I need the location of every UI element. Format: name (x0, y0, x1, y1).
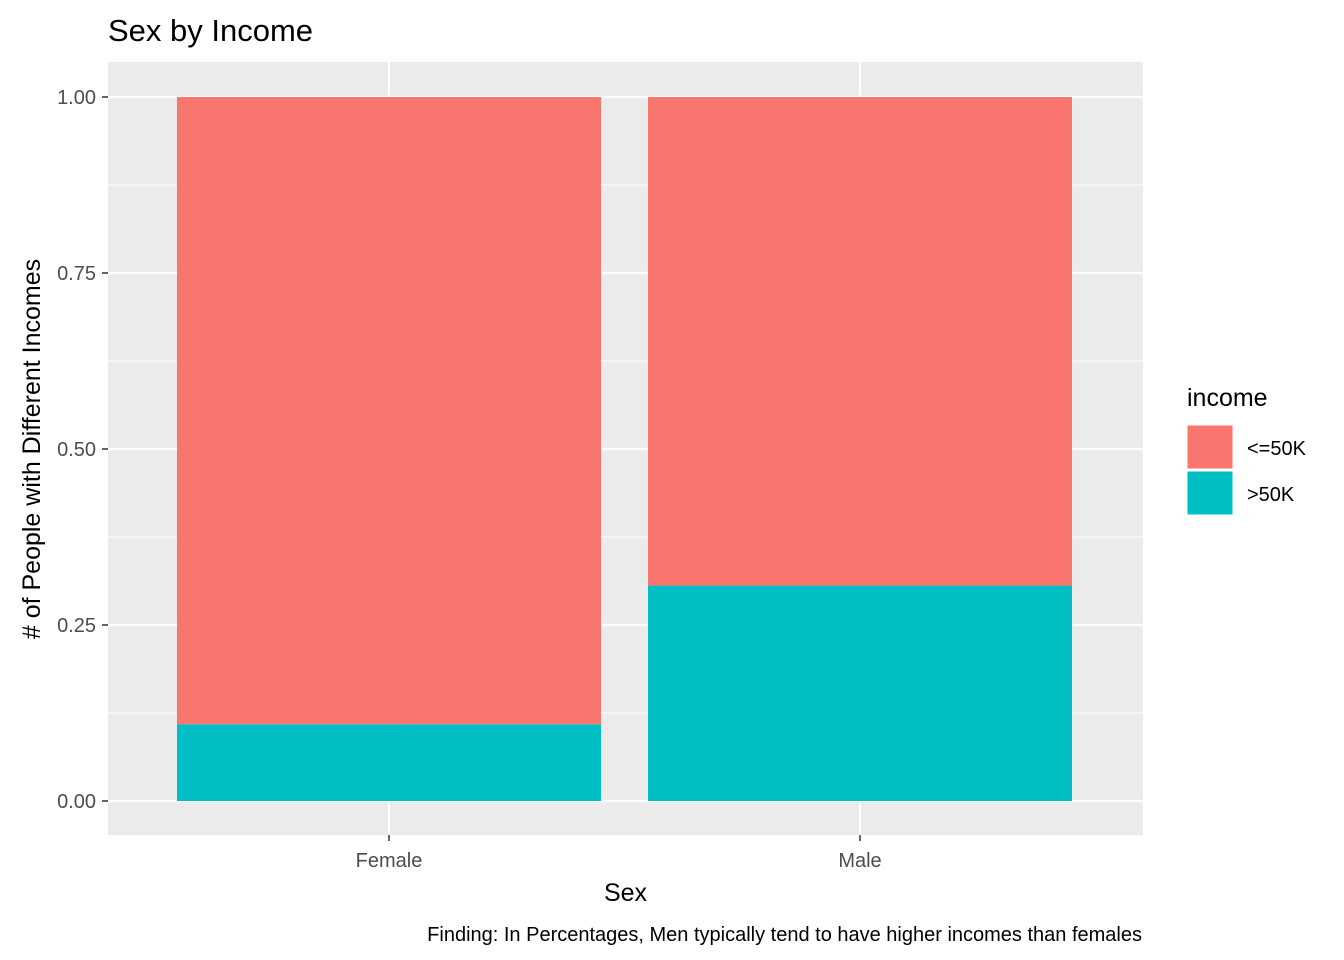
bar-female-series-0 (177, 724, 601, 801)
legend-title: income (1187, 384, 1268, 412)
bar-male-series-0 (648, 585, 1072, 801)
y-tick-label: 0.25 (57, 615, 96, 637)
y-tick-label: 0.00 (57, 791, 96, 813)
chart-title: Sex by Income (108, 13, 313, 48)
y-tick-label: 1.00 (57, 87, 96, 109)
x-tick-label: Female (356, 850, 423, 872)
legend-key (1186, 470, 1234, 516)
y-tick-label: 0.50 (57, 439, 96, 461)
x-axis: Female Male (356, 835, 882, 872)
legend-label: >50K (1247, 484, 1295, 506)
legend-key (1186, 424, 1234, 470)
caption: Finding: In Percentages, Men typically t… (427, 924, 1142, 946)
y-axis: 0.00 0.25 0.50 0.75 1.00 (57, 87, 108, 813)
bars (177, 97, 1072, 801)
y-tick-label: 0.75 (57, 263, 96, 285)
x-tick-label: Male (838, 850, 881, 872)
x-axis-title: Sex (604, 879, 648, 907)
bar-male-series-1 (648, 97, 1072, 586)
bar-female-series-1 (177, 97, 601, 725)
legend-label: <=50K (1247, 438, 1307, 460)
legend: income <=50K >50K (1186, 384, 1307, 516)
y-axis-title: # of People with Different Incomes (18, 259, 46, 639)
